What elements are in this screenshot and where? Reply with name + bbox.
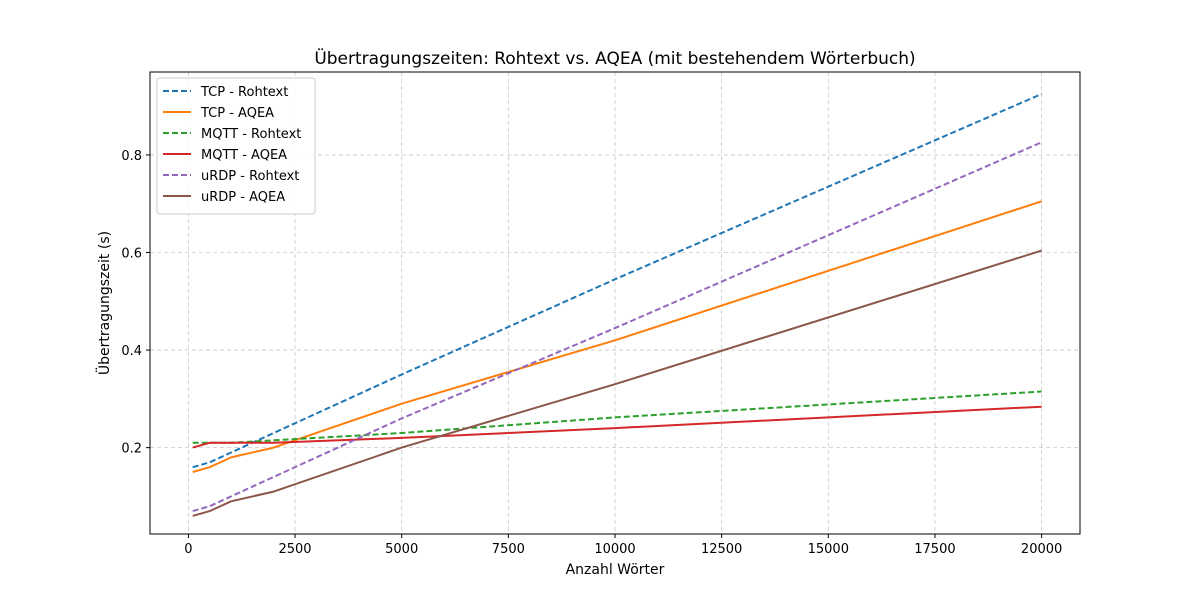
x-tick-label: 5000 xyxy=(385,542,418,557)
x-tick-label: 0 xyxy=(184,542,192,557)
chart-title: Übertragungszeiten: Rohtext vs. AQEA (mi… xyxy=(314,47,915,69)
x-tick-label: 7500 xyxy=(492,542,525,557)
legend-label: TCP - AQEA xyxy=(200,106,274,121)
legend-label: MQTT - Rohtext xyxy=(201,127,301,142)
y-tick-label: 0.2 xyxy=(121,442,142,457)
x-tick-label: 15000 xyxy=(808,542,849,557)
x-tick-label: 2500 xyxy=(278,542,311,557)
series-line-tcp-rohtext xyxy=(192,93,1042,469)
axis-ticks: 0 2500 5000 7500 10000 12500 15000 17500 20000 0.… xyxy=(121,149,1062,557)
legend-label: uRDP - AQEA xyxy=(201,190,285,205)
legend-label: TCP - Rohtext xyxy=(200,85,288,100)
legend-label: uRDP - Rohtext xyxy=(201,169,299,184)
y-axis-label: Übertragungszeit (s) xyxy=(95,231,113,375)
legend: TCP - Rohtext TCP - AQEA MQTT - Rohtext MQT… xyxy=(156,77,316,215)
series-line-mqtt-rohtext xyxy=(192,390,1042,444)
series-line-mqtt-aqea xyxy=(192,405,1042,449)
x-axis-label: Anzahl Wörter xyxy=(566,562,665,578)
legend-box xyxy=(156,77,316,215)
y-tick-label: 0.8 xyxy=(121,149,142,164)
series-line-urdp-rohtext xyxy=(192,141,1042,513)
x-tick-label: 17500 xyxy=(914,542,955,557)
y-tick-label: 0.6 xyxy=(121,247,142,262)
series-line-urdp-aqea xyxy=(192,249,1042,517)
x-tick-label: 10000 xyxy=(594,542,635,557)
series-lines xyxy=(192,93,1042,517)
series-line-tcp-aqea xyxy=(192,200,1042,473)
legend-label: MQTT - AQEA xyxy=(201,148,287,163)
y-tick-label: 0.4 xyxy=(121,344,142,359)
x-tick-label: 12500 xyxy=(701,542,742,557)
x-tick-label: 20000 xyxy=(1021,542,1062,557)
